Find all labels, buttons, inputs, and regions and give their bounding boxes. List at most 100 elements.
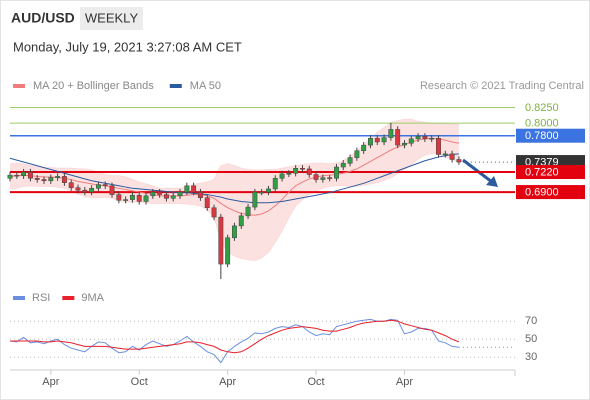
candle-body [204,197,210,208]
candle-body [7,174,13,179]
candle-body [449,153,455,160]
legend-swatch [62,296,75,300]
level-label: 0.8250 [525,102,559,114]
candle-body [252,191,258,208]
candle-body [415,136,421,140]
candle-body [225,237,231,265]
candle-body [55,176,61,178]
candle-body [218,216,224,265]
candle-body [259,191,265,194]
candle-body [374,137,380,143]
candle-body [184,185,190,193]
candle-body [456,159,462,163]
candle-body [266,188,271,193]
x-tick-label: Apr [219,376,236,388]
candle-body [177,191,183,197]
legend-swatch [13,84,25,88]
candle-body [95,184,101,189]
ma-line [9,153,459,204]
candle-body [89,188,95,193]
candle-body [41,179,47,182]
candle-body [68,182,74,188]
candle-body [272,178,278,190]
level-label: 0.7220 [525,166,559,178]
candle-body [422,136,428,140]
candle-body [61,176,67,183]
level-box [516,165,585,180]
symbol: AUD/USD [11,10,75,26]
candle-body [334,166,339,179]
candle-body [286,173,292,175]
candle-body [231,225,237,239]
candle-body [388,129,394,138]
bollinger-lower [9,152,460,261]
rsi-line [10,319,460,354]
candle-body [381,137,387,143]
candle-body [116,194,122,201]
timeframe: WEEKLY [85,10,139,25]
candle-body [320,177,326,180]
candle-body [129,194,135,200]
bollinger-upper [9,118,459,189]
candle-body [442,153,448,156]
legend-label: MA 50 [190,80,221,92]
candle-body [27,171,33,179]
level-label: 0.6900 [525,186,559,198]
level-label: 0.7800 [525,130,559,142]
candle-body [197,191,203,198]
forecast-arrow [462,158,493,184]
candle-body [327,177,333,179]
candle-body [150,191,156,197]
timestamp: Monday, July 19, 2021 3:27:08 AM CET [13,39,242,54]
x-tick-label: Oct [131,376,148,388]
candle-body [347,157,353,164]
level-box [516,185,585,200]
bollinger-band [10,119,459,261]
y-tick-label: 30 [525,351,537,363]
candle-body [191,185,197,193]
candle-body [109,185,115,195]
candle-body [313,174,319,180]
candle-body [402,142,407,146]
candle-body [340,163,346,168]
candle-body [436,137,441,155]
candle-body [279,173,285,179]
y-tick-label: 50 [525,333,537,345]
candle-body [123,199,129,201]
x-tick-label: Apr [42,376,59,388]
legend-label: MA 20 + Bollinger Bands [33,80,154,92]
candle-body [429,137,435,140]
forecast-arrowhead [486,176,498,187]
candle-body [395,129,401,146]
x-tick-label: Oct [307,376,324,388]
candle-body [157,191,163,195]
x-tick-label: Apr [396,376,413,388]
candle-body [368,137,373,146]
level-label: 0.8000 [525,118,559,130]
source: Research © 2021 Trading Central [420,80,584,92]
candle-body [82,189,88,193]
candle-body [354,150,360,158]
candle-body [14,174,20,177]
candle-body [211,207,217,218]
candle-body [102,184,108,187]
timeframe-box [80,7,143,30]
ma-line [9,137,459,216]
candle-body [293,168,299,174]
candle-body [306,168,312,175]
candle-body [48,177,54,182]
candle-body [238,215,244,227]
candle-body [34,178,40,180]
candle-body [300,168,305,170]
candle-body [245,206,251,217]
level-box [516,128,585,143]
legend-label: 9MA [81,292,104,304]
candle-body [136,194,142,202]
candle-body [75,187,81,191]
candle-body [21,171,27,177]
legend-swatch [169,84,182,88]
candle-body [143,195,149,202]
y-tick-label: 70 [525,315,537,327]
